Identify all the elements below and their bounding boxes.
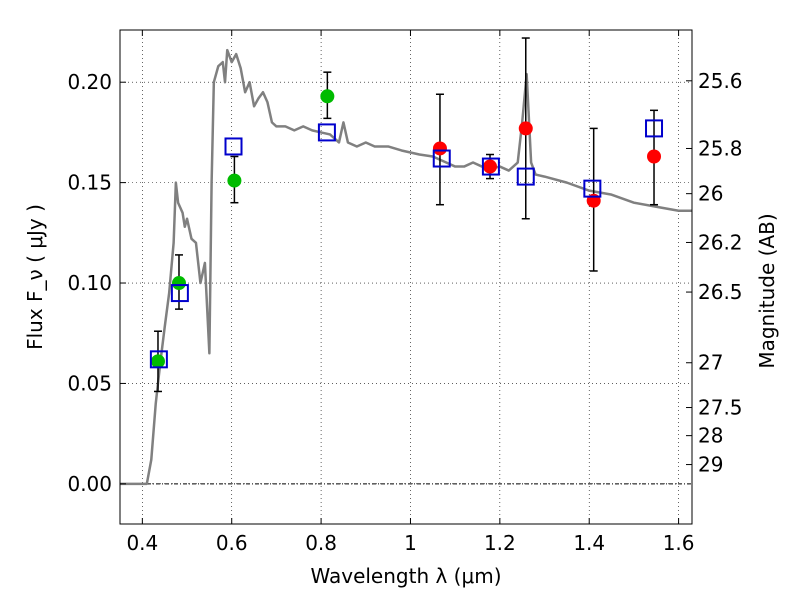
photometry-point xyxy=(647,149,662,164)
y-axis-label: Flux F_ν ( μJy ) xyxy=(23,204,47,350)
plot-frame xyxy=(119,29,693,525)
right-axis-label: Magnitude (AB) xyxy=(755,213,779,368)
error-bars xyxy=(153,37,659,393)
x-tick-label: 1.6 xyxy=(663,531,695,555)
spectrum-line xyxy=(120,48,692,486)
right-tick-label: 26.2 xyxy=(698,230,743,254)
right-tick-label: 27.5 xyxy=(698,396,743,420)
photometry-point xyxy=(320,89,335,104)
photometry-point xyxy=(150,354,165,369)
x-tick-label: 1.4 xyxy=(573,531,605,555)
x-tick-label: 1 xyxy=(404,531,417,555)
photometry-point xyxy=(483,159,498,174)
photometry-point xyxy=(171,276,186,291)
model-square xyxy=(149,350,168,369)
y-tick-label: 0.05 xyxy=(67,371,112,395)
right-tick-label: 25.6 xyxy=(698,69,743,93)
right-tick-label: 27 xyxy=(698,351,723,375)
model-square xyxy=(317,123,336,142)
right-tick-label: 25.8 xyxy=(698,136,743,160)
gridlines xyxy=(120,30,692,524)
x-axis-label: Wavelength λ (μm) xyxy=(310,564,501,588)
y-tick-label: 0.20 xyxy=(67,70,112,94)
right-tick-label: 28 xyxy=(698,424,723,448)
x-tick-label: 0.6 xyxy=(216,531,248,555)
y-axis-ticks: 0.00 0.05 0.10 0.15 0.20 xyxy=(67,70,126,496)
right-tick-label: 26.5 xyxy=(698,280,743,304)
x-tick-label: 0.4 xyxy=(126,531,158,555)
model-spectrum xyxy=(120,48,692,486)
y-tick-label: 0.00 xyxy=(67,472,112,496)
x-tick-label: 0.8 xyxy=(305,531,337,555)
model-square xyxy=(645,119,664,138)
model-square xyxy=(170,284,189,303)
x-tick-label: 1.2 xyxy=(484,531,516,555)
model-square xyxy=(224,137,243,156)
photometry-point xyxy=(432,141,447,156)
model-square xyxy=(432,149,451,168)
right-tick-label: 26 xyxy=(698,182,723,206)
right-tick-label: 29 xyxy=(698,453,723,477)
model-square xyxy=(516,167,535,186)
y-tick-label: 0.15 xyxy=(67,171,112,195)
model-square xyxy=(481,157,500,176)
photometry-points xyxy=(150,89,662,369)
right-axis-ticks: 25.6 25.8 26 26.2 26.5 27 27.5 28 29 xyxy=(686,69,743,477)
model-photometry-squares xyxy=(149,119,664,369)
model-square xyxy=(583,179,602,198)
x-axis-ticks: 0.4 0.6 0.8 1 1.2 1.4 1.6 xyxy=(126,30,695,555)
y-tick-label: 0.10 xyxy=(67,271,112,295)
photometry-point xyxy=(518,121,533,136)
photometry-point xyxy=(227,173,242,188)
